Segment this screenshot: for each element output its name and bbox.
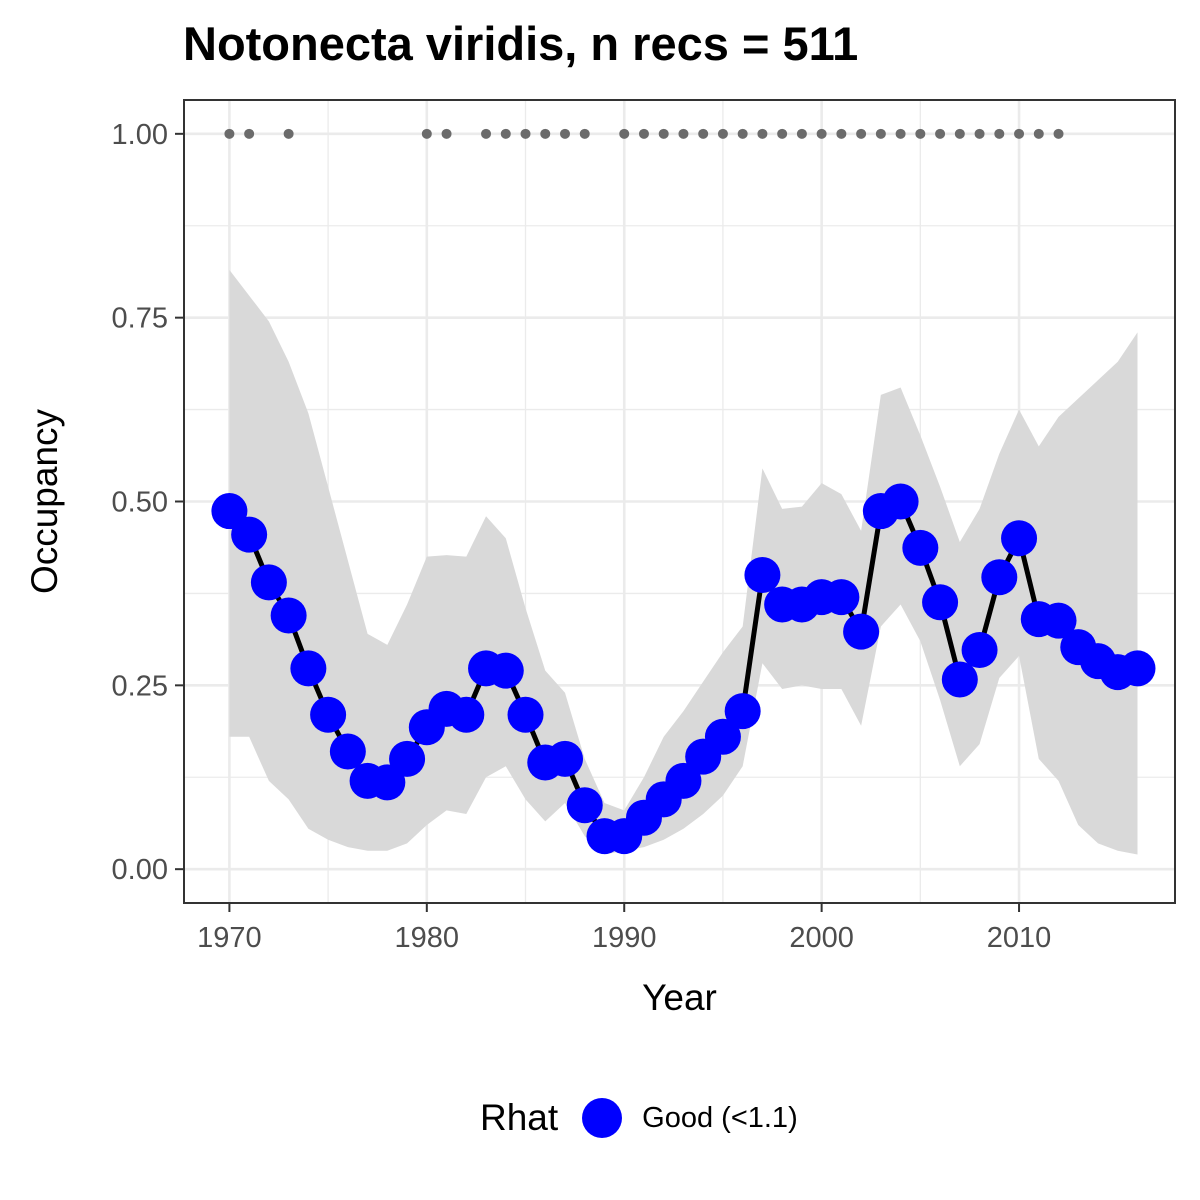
x-tick-label: 1970 xyxy=(197,922,262,954)
legend-title: Rhat xyxy=(480,1097,559,1138)
record-point xyxy=(500,128,511,139)
occupancy-point xyxy=(961,632,998,669)
legend-label: Good (<1.1) xyxy=(642,1101,798,1134)
occupancy-point xyxy=(665,762,702,799)
legend: Rhat Good (<1.1) xyxy=(480,1096,798,1140)
record-point xyxy=(638,128,649,139)
occupancy-point xyxy=(507,696,544,733)
record-point xyxy=(836,128,847,139)
occupancy-point xyxy=(922,584,959,621)
occupancy-point xyxy=(310,696,347,733)
x-tick-label: 2000 xyxy=(789,922,854,954)
y-tick-label: 0.50 xyxy=(112,487,168,519)
axes: 0.00 0.25 0.50 0.75 1.00 1970 1980 1990 2000 2010 xyxy=(112,119,1052,954)
record-point xyxy=(1053,128,1064,139)
record-point xyxy=(777,128,788,139)
occupancy-point xyxy=(981,559,1018,596)
record-point xyxy=(619,128,630,139)
occupancy-point xyxy=(724,693,761,730)
y-tick-label: 0.75 xyxy=(112,303,168,335)
occupancy-point xyxy=(1040,602,1077,639)
occupancy-point xyxy=(1001,520,1038,557)
record-point xyxy=(678,128,689,139)
chart-title: Notonecta viridis, n recs = 511 xyxy=(183,17,859,70)
record-points xyxy=(224,128,1064,139)
x-tick-label: 1980 xyxy=(395,922,460,954)
record-point xyxy=(737,128,748,139)
occupancy-series xyxy=(211,483,1156,855)
occupancy-point xyxy=(547,740,584,777)
occupancy-point xyxy=(231,516,268,553)
occupancy-point xyxy=(290,650,327,687)
record-point xyxy=(895,128,906,139)
record-point xyxy=(757,128,768,139)
occupancy-point xyxy=(902,529,939,566)
record-point xyxy=(441,128,452,139)
record-point xyxy=(579,128,590,139)
legend-dot-icon xyxy=(582,1098,623,1138)
legend-key xyxy=(580,1096,624,1140)
x-tick-label: 1990 xyxy=(592,922,657,954)
y-tick-label: 0.00 xyxy=(112,854,168,886)
record-point xyxy=(816,128,827,139)
record-point xyxy=(954,128,965,139)
record-point xyxy=(520,128,531,139)
record-point xyxy=(224,128,235,139)
occupancy-point xyxy=(389,740,426,777)
record-point xyxy=(915,128,926,139)
record-point xyxy=(796,128,807,139)
occupancy-point xyxy=(448,696,485,733)
occupancy-point xyxy=(329,733,366,770)
record-point xyxy=(875,128,886,139)
record-point xyxy=(856,128,867,139)
y-tick-label: 0.25 xyxy=(112,670,168,702)
record-point xyxy=(994,128,1005,139)
occupancy-point xyxy=(704,718,741,755)
occupancy-point xyxy=(941,661,978,698)
occupancy-point xyxy=(1119,650,1156,687)
occupancy-point xyxy=(823,579,860,616)
occupancy-point xyxy=(211,493,248,530)
record-point xyxy=(540,128,551,139)
x-tick-label: 2010 xyxy=(987,922,1052,954)
occupancy-point xyxy=(744,557,781,594)
record-point xyxy=(974,128,985,139)
occupancy-point xyxy=(487,652,524,689)
record-point xyxy=(1014,128,1025,139)
record-point xyxy=(1033,128,1044,139)
record-point xyxy=(283,128,294,139)
record-point xyxy=(481,128,492,139)
record-point xyxy=(698,128,709,139)
occupancy-point xyxy=(882,483,919,520)
record-point xyxy=(244,128,255,139)
occupancy-point xyxy=(369,764,406,801)
x-axis-title: Year xyxy=(642,977,717,1018)
occupancy-point xyxy=(270,597,307,634)
record-point xyxy=(935,128,946,139)
record-point xyxy=(421,128,432,139)
occupancy-point xyxy=(843,613,880,650)
occupancy-point xyxy=(250,564,287,601)
occupancy-point xyxy=(566,787,603,824)
record-point xyxy=(717,128,728,139)
y-axis-title: Occupancy xyxy=(24,408,65,594)
record-point xyxy=(658,128,669,139)
record-point xyxy=(560,128,571,139)
y-tick-label: 1.00 xyxy=(112,119,168,151)
